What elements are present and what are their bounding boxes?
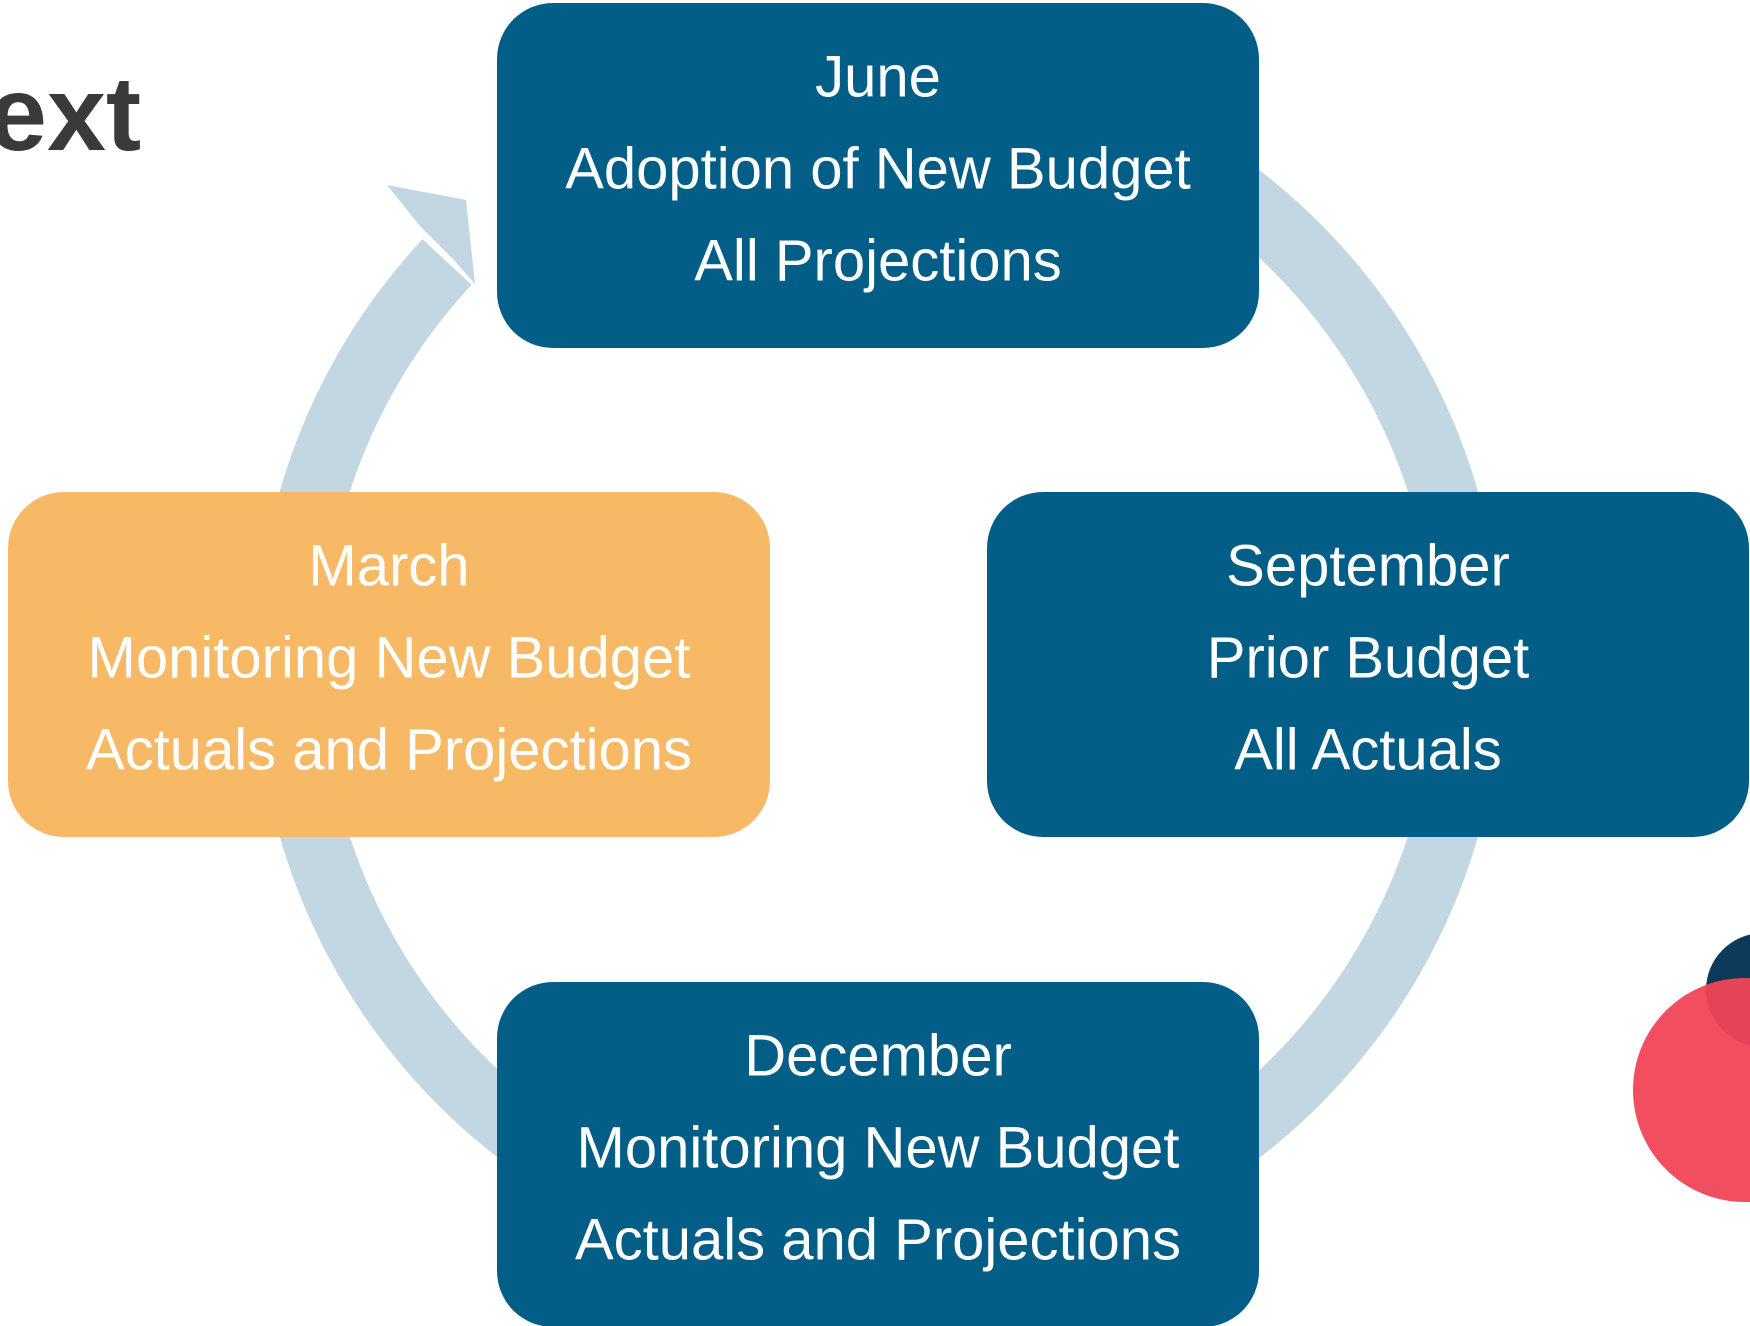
node-line: Actuals and Projections: [86, 717, 692, 782]
node-line: Monitoring New Budget: [88, 625, 691, 690]
nodes: June Adoption of New Budget All Projection…: [8, 3, 1749, 1326]
node-box: [497, 982, 1259, 1326]
node-line: All Projections: [694, 228, 1061, 293]
node-line: All Actuals: [1234, 717, 1502, 782]
node-line: Prior Budget: [1207, 625, 1529, 690]
node-line: Adoption of New Budget: [565, 136, 1191, 201]
decor-circle-red: [1633, 978, 1750, 1202]
node-line: September: [1226, 533, 1510, 598]
node-line: Actuals and Projections: [575, 1207, 1181, 1272]
node-box: [987, 492, 1749, 837]
node-box: [497, 3, 1259, 348]
node-line: June: [815, 44, 941, 109]
cycle-arrowhead: [387, 185, 475, 284]
node-line: Monitoring New Budget: [577, 1115, 1180, 1180]
node-box: [8, 492, 770, 837]
page-title: ext: [0, 55, 141, 173]
node-line: March: [308, 533, 469, 598]
node-line: December: [744, 1023, 1012, 1088]
